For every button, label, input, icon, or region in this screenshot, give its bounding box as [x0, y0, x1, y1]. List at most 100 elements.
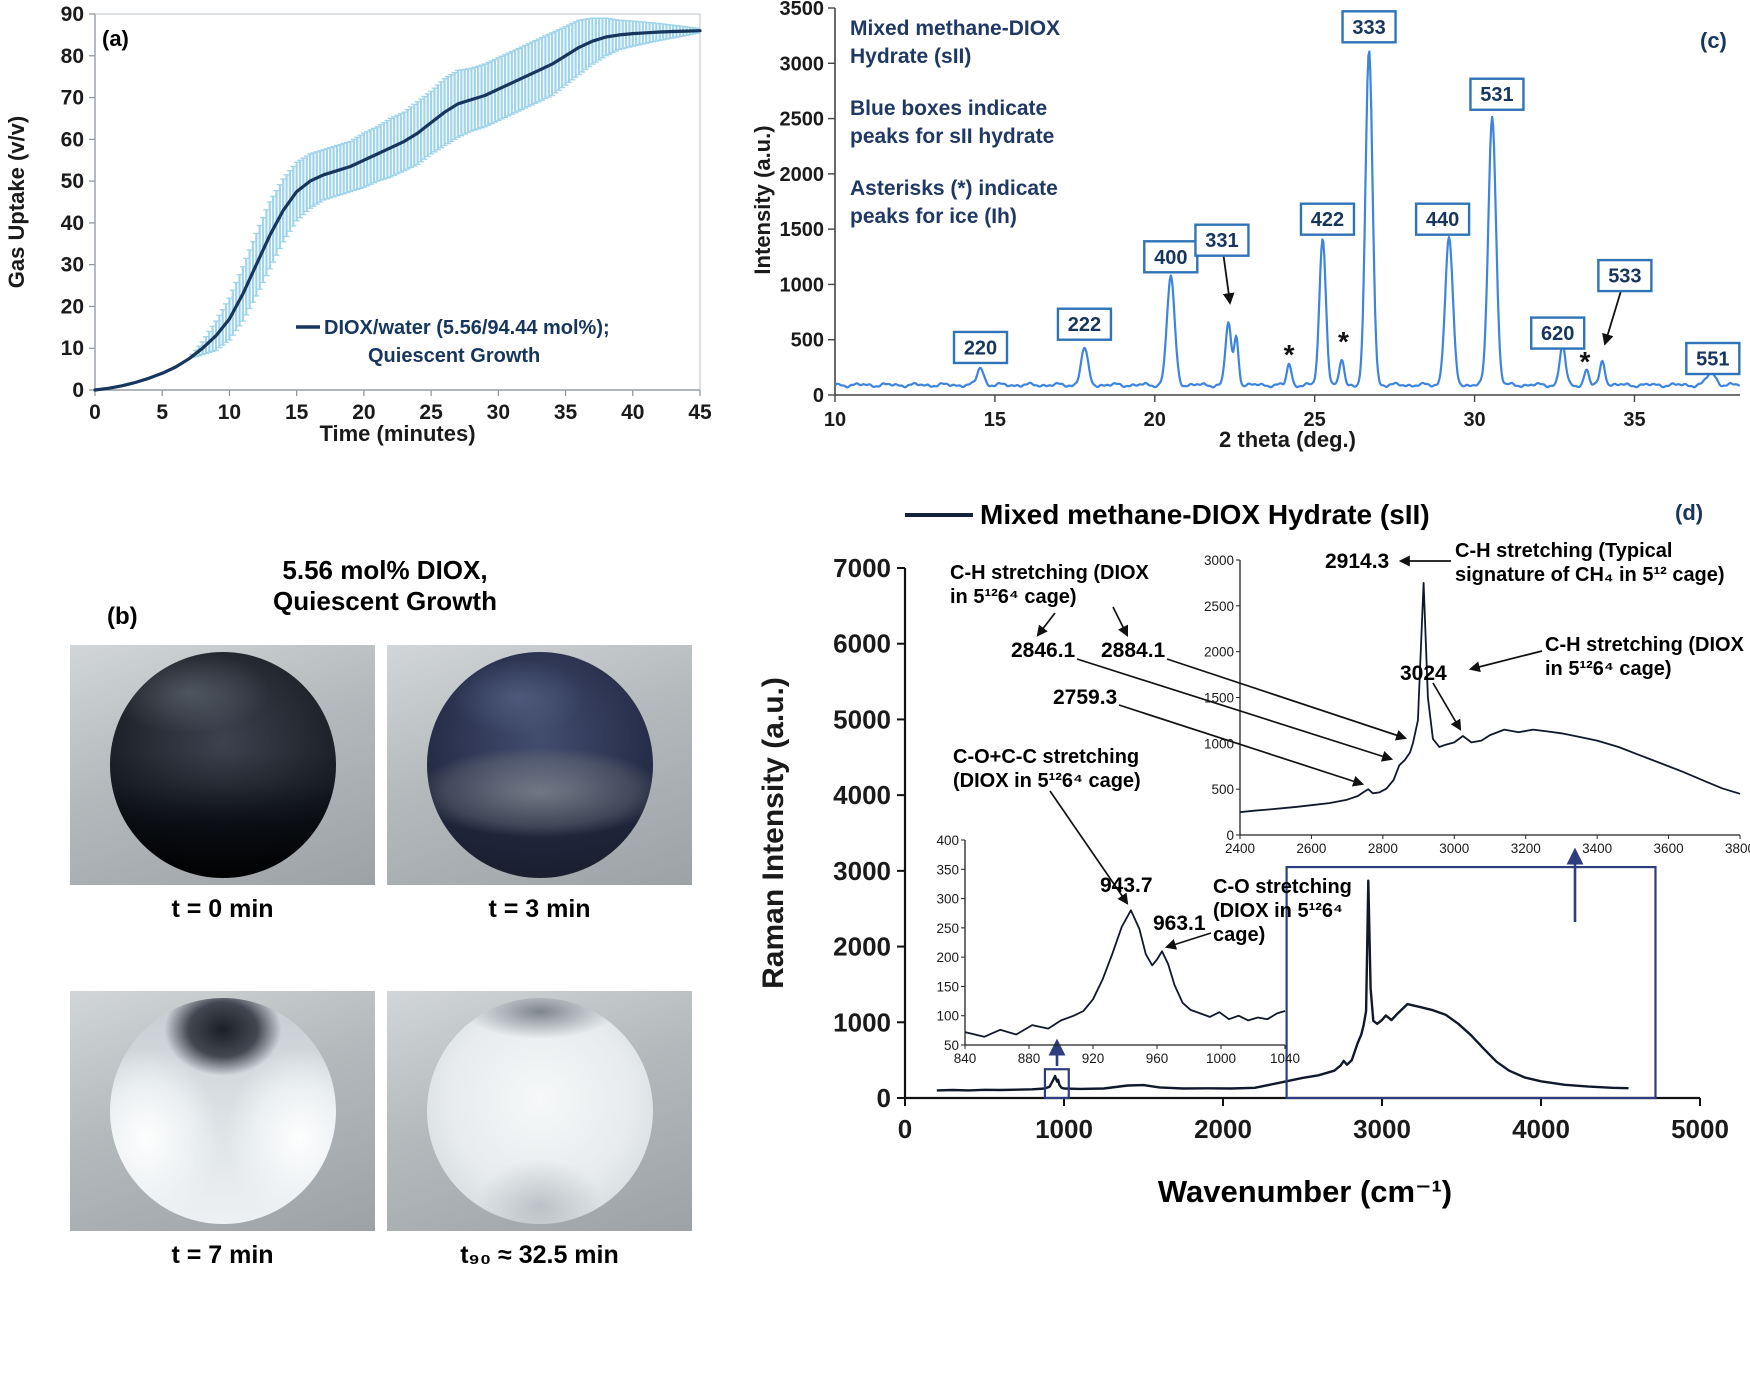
gas-uptake-chart: 0 10 20 30 40 50 60 70 80 90 0 5 10 15 20 25 30 35 40 45 DIO…: [4, 3, 712, 446]
panel-c-label: (c): [1700, 28, 1727, 53]
reactor-window-hydrate-forming: [426, 652, 653, 878]
inset-low-x-tick-label: 920: [1082, 1051, 1105, 1066]
peak-pointer-arrow: [1602, 290, 1622, 346]
inset-high-trace: [1239, 582, 1741, 813]
inset-high-y-tick-label: 2500: [1204, 599, 1234, 614]
y-tick-label: 1000: [833, 1007, 891, 1037]
peak-label: 400: [1154, 247, 1187, 269]
annotation-arrow: [1036, 612, 1056, 637]
inset-low-y-tick-label: 150: [936, 979, 959, 994]
x-tick-label: 20: [352, 401, 375, 424]
peak-label-box: [952, 330, 1009, 365]
peak-label: 422: [1311, 209, 1344, 231]
inset-high-x-tick-label: 3600: [1654, 841, 1684, 856]
pxrd-note-line: Mixed methane-DIOX: [850, 17, 1060, 40]
x-tick-label: 35: [554, 401, 578, 424]
annotation-2759: 2759.3: [1053, 686, 1118, 709]
y-tick-label: 2500: [780, 109, 825, 131]
inset-high-y-tick-label: 2000: [1204, 645, 1234, 660]
y-axis-title: Gas Uptake (v/v): [4, 116, 29, 288]
inset-low-y-tick-label: 200: [936, 950, 959, 965]
raman-x-axis-title: Wavenumber (cm⁻¹): [1157, 1174, 1453, 1209]
panel-photos: 5.56 mol% DIOX, Quiescent Growth (b) t =…: [55, 545, 715, 1389]
annotation-co: C-O stretching (DIOX in 5¹²6⁴ cage): [1213, 876, 1352, 946]
raman-main-trace: [936, 879, 1629, 1092]
x-axis-title: Time (minutes): [319, 421, 475, 446]
x-tick-label: 10: [218, 401, 241, 424]
y-tick-label: 7000: [833, 553, 891, 583]
annotation-arrow: [1112, 606, 1128, 637]
inset-low-x-tick-label: 880: [1018, 1051, 1041, 1066]
y-tick-label: 70: [61, 87, 84, 110]
x-tick-label: 0: [898, 1114, 912, 1144]
annotation-arrow: [1164, 932, 1212, 950]
inset-high-y-tick-label: 1000: [1204, 736, 1234, 751]
peak-label: 440: [1426, 209, 1459, 231]
x-tick-label: 10: [824, 409, 846, 431]
annotation-ch-diox-right: C-H stretching (DIOX in 5¹²6⁴ cage): [1545, 634, 1744, 680]
photo-t3: [387, 645, 692, 885]
peak-label-box: [1414, 202, 1471, 236]
peak-label: 620: [1541, 323, 1574, 345]
inset-low-y-tick-label: 350: [936, 862, 959, 877]
annotation-2846: 2846.1: [1011, 639, 1076, 662]
photos-title: 5.56 mol% DIOX, Quiescent Growth: [273, 555, 497, 617]
annotation-9631: 963.1: [1153, 912, 1206, 935]
photo-grid: t = 0 min t = 3 min t = 7 min t₉₀ ≈ 32.5…: [70, 645, 692, 1275]
y-tick-label: 2000: [833, 932, 891, 962]
x-tick-label: 1000: [1035, 1114, 1093, 1144]
inset-high-x-tick-label: 2400: [1225, 841, 1255, 856]
y-tick-label: 3000: [780, 53, 825, 75]
y-tick-label: 50: [61, 170, 84, 193]
pxrd-trace: [834, 50, 1741, 389]
zoom-region-box: [1285, 865, 1657, 1100]
x-tick-label: 20: [1144, 409, 1166, 431]
pxrd-note-line: Asterisks (*) indicate: [850, 177, 1058, 200]
raman-legend-label: Mixed methane-DIOX Hydrate (sII): [980, 499, 1430, 530]
inset-low-y-tick-label: 400: [936, 833, 959, 848]
inset-high-x-tick-label: 2800: [1368, 841, 1398, 856]
annotation-coc: C-O+C-C stretching (DIOX in 5¹²6⁴ cage): [953, 746, 1141, 792]
peak-label: 331: [1205, 230, 1238, 252]
inset-low-x-tick-label: 1040: [1270, 1051, 1300, 1066]
annotation-arrow: [1468, 650, 1543, 673]
photo-cell: t = 7 min: [70, 991, 375, 1275]
x-tick-label: 4000: [1512, 1114, 1570, 1144]
y-tick-label: 1500: [780, 219, 825, 241]
reactor-window-crystals: [109, 998, 336, 1224]
x-tick-label: 3000: [1353, 1114, 1411, 1144]
inset-low-y-tick-label: 300: [936, 892, 959, 907]
photo-t7: [70, 991, 375, 1231]
x-tick-label: 15: [984, 409, 1006, 431]
y-tick-label: 500: [791, 330, 824, 352]
inset-high-y-tick-label: 500: [1211, 782, 1234, 797]
photo-cell: t = 3 min: [387, 645, 692, 929]
y-tick-label: 30: [61, 254, 84, 277]
annotation-ch-diox-left: C-H stretching (DIOX in 5¹²6⁴ cage): [950, 562, 1149, 608]
x-tick-label: 45: [688, 401, 712, 424]
inset-high-x-tick-label: 3800: [1725, 841, 1750, 856]
x-tick-label: 0: [89, 401, 101, 424]
y-tick-label: 80: [61, 45, 84, 68]
photo-t90: [387, 991, 692, 1231]
panel-a-label: (a): [102, 26, 129, 51]
ice-peak-asterisk: *: [1579, 346, 1590, 377]
y-tick-label: 3500: [780, 0, 825, 20]
peak-label-box: [1194, 223, 1250, 257]
reactor-window-dark-liquid: [109, 652, 336, 878]
panel-raman: 0 1000 2000 3000 4000 5000 6000 7000 0 1000 2000 30…: [755, 485, 1750, 1389]
peak-label: 222: [1068, 314, 1101, 336]
peak-label: 533: [1608, 266, 1641, 288]
annotation-ch-ch4: C-H stretching (Typical signature of CH₄…: [1455, 540, 1725, 586]
zoom-region-box: [1043, 1068, 1070, 1100]
pxrd-note-line: Blue boxes indicate: [850, 97, 1047, 120]
y-tick-label: 20: [61, 295, 84, 318]
peak-label-box: [1530, 316, 1586, 350]
annotation-2884: 2884.1: [1101, 639, 1166, 662]
pxrd-note-line: peaks for sII hydrate: [850, 125, 1054, 148]
panel-d-label: (d): [1675, 500, 1704, 525]
y-axis-title: Intensity (a.u.): [750, 125, 775, 274]
inset-high-y-tick-label: 0: [1226, 828, 1234, 843]
